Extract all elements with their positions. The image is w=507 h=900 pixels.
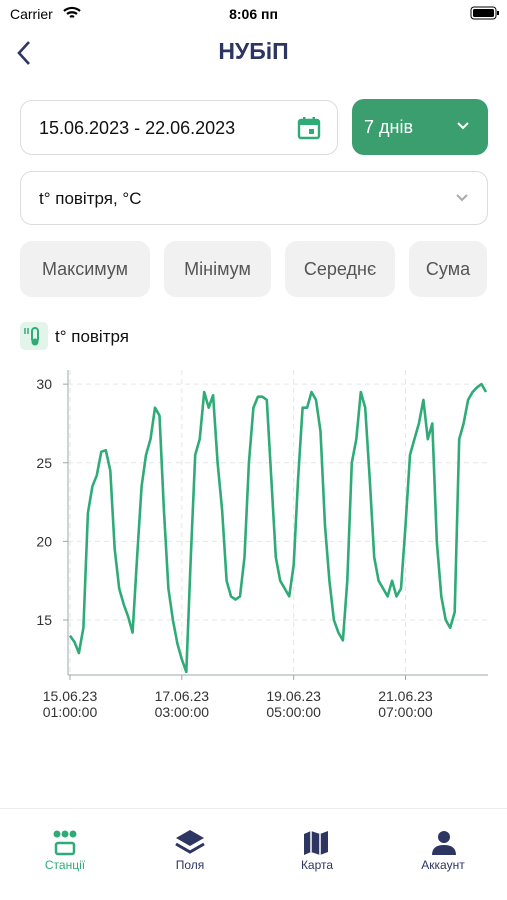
tab-label[interactable]: Карта	[300, 858, 334, 872]
chevron	[457, 122, 469, 130]
tab-label[interactable]: Станції	[44, 858, 86, 872]
x-tick-label: 17.06.23 03:00:00	[155, 688, 210, 720]
period: 7 днів	[364, 117, 414, 137]
tab-icon[interactable]	[175, 828, 205, 856]
tab-label[interactable]: Поля	[175, 858, 205, 872]
y-tick-label: 15	[36, 612, 52, 628]
chevron	[456, 194, 468, 202]
legend-icon	[20, 322, 48, 350]
tab-divider	[0, 808, 507, 809]
tab-label[interactable]: Аккаунт	[421, 858, 465, 872]
x-tick-label: 19.06.23 05:00:00	[266, 688, 321, 720]
chart: 15 20 25 30 15.06.23 01:00:00 17.06.23 03:00:00…	[36, 370, 488, 720]
clock: 8:06 пп	[229, 6, 278, 22]
date-picker[interactable]: 15.06.2023 - 22.06.2023	[20, 100, 338, 155]
aggregation-button[interactable]: Мінімум	[164, 241, 271, 297]
wifi-icon	[63, 6, 81, 18]
header-title: НУБіП	[218, 38, 289, 64]
x-tick-label: 21.06.23 07:00:00	[378, 688, 433, 720]
aggregation-button[interactable]: Середнє	[285, 241, 395, 297]
tab-icon[interactable]	[303, 830, 329, 856]
aggregation-button[interactable]: Максимум	[20, 241, 150, 297]
parameter: t° повітря, °C	[39, 189, 142, 208]
y-tick-label: 30	[36, 376, 52, 392]
line-series	[68, 382, 488, 674]
tab-icon[interactable]	[431, 830, 457, 856]
parameter-select[interactable]: t° повітря, °C	[20, 171, 488, 225]
x-tick-label: 15.06.23 01:00:00	[43, 688, 98, 720]
tab-icon[interactable]	[52, 830, 78, 856]
carrier: Carrier	[10, 6, 53, 22]
battery-icon	[470, 6, 499, 20]
legend-label: t° повітря	[55, 327, 129, 346]
aggregation-button[interactable]: Сума	[409, 241, 487, 297]
back-button[interactable]	[14, 40, 34, 66]
y-tick-label: 25	[36, 455, 52, 471]
y-tick-label: 20	[36, 533, 52, 549]
period-select[interactable]: 7 днів	[352, 99, 488, 155]
date-range: 15.06.2023 - 22.06.2023	[39, 118, 236, 138]
calendar-icon	[297, 117, 321, 140]
